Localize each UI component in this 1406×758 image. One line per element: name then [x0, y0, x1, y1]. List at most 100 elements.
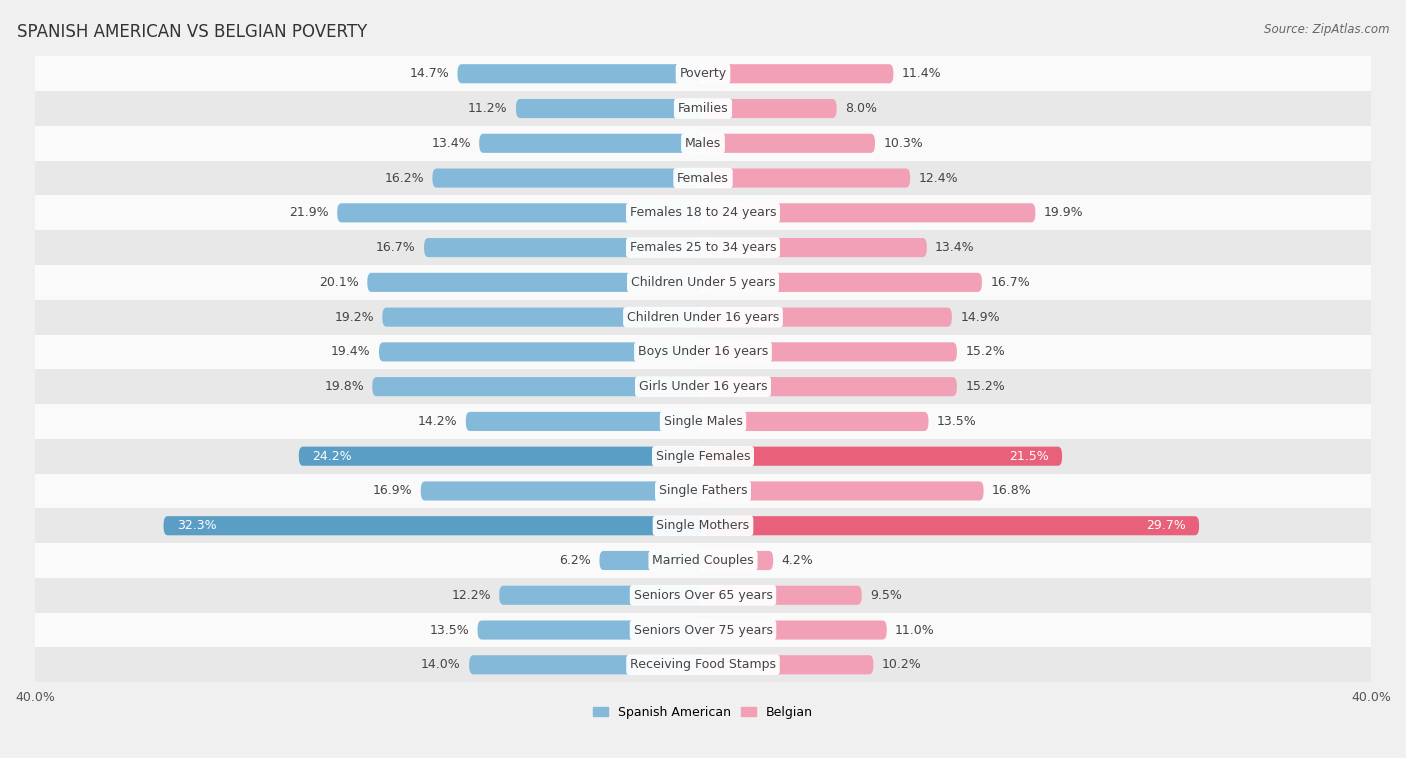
Text: 16.7%: 16.7% — [375, 241, 416, 254]
FancyBboxPatch shape — [299, 446, 703, 465]
FancyBboxPatch shape — [703, 412, 928, 431]
FancyBboxPatch shape — [499, 586, 703, 605]
FancyBboxPatch shape — [457, 64, 703, 83]
Text: 15.2%: 15.2% — [965, 346, 1005, 359]
Text: 32.3%: 32.3% — [177, 519, 217, 532]
Text: Single Fathers: Single Fathers — [659, 484, 747, 497]
Text: Children Under 16 years: Children Under 16 years — [627, 311, 779, 324]
Bar — [35, 196, 1371, 230]
Bar — [35, 543, 1371, 578]
Text: 21.5%: 21.5% — [1010, 449, 1049, 462]
Bar — [35, 334, 1371, 369]
FancyBboxPatch shape — [433, 168, 703, 188]
Text: 14.9%: 14.9% — [960, 311, 1000, 324]
FancyBboxPatch shape — [470, 655, 703, 675]
Text: 11.0%: 11.0% — [896, 624, 935, 637]
Bar — [35, 265, 1371, 299]
Text: 19.2%: 19.2% — [335, 311, 374, 324]
FancyBboxPatch shape — [703, 133, 875, 153]
Bar — [35, 474, 1371, 509]
FancyBboxPatch shape — [703, 343, 957, 362]
Bar — [35, 647, 1371, 682]
FancyBboxPatch shape — [703, 551, 773, 570]
Text: Single Mothers: Single Mothers — [657, 519, 749, 532]
Text: Children Under 5 years: Children Under 5 years — [631, 276, 775, 289]
Text: 9.5%: 9.5% — [870, 589, 901, 602]
FancyBboxPatch shape — [703, 273, 981, 292]
FancyBboxPatch shape — [703, 238, 927, 257]
FancyBboxPatch shape — [599, 551, 703, 570]
Text: 10.2%: 10.2% — [882, 658, 921, 672]
Text: 14.0%: 14.0% — [420, 658, 461, 672]
Text: 16.8%: 16.8% — [993, 484, 1032, 497]
FancyBboxPatch shape — [163, 516, 703, 535]
Text: 12.2%: 12.2% — [451, 589, 491, 602]
Text: Seniors Over 75 years: Seniors Over 75 years — [634, 624, 772, 637]
Bar — [35, 299, 1371, 334]
Text: 8.0%: 8.0% — [845, 102, 877, 115]
Bar — [35, 404, 1371, 439]
Bar — [35, 56, 1371, 91]
Bar — [35, 578, 1371, 612]
Text: 13.5%: 13.5% — [429, 624, 470, 637]
Text: 16.7%: 16.7% — [990, 276, 1031, 289]
Text: Families: Families — [678, 102, 728, 115]
Text: Girls Under 16 years: Girls Under 16 years — [638, 381, 768, 393]
Text: Receiving Food Stamps: Receiving Food Stamps — [630, 658, 776, 672]
Text: Seniors Over 65 years: Seniors Over 65 years — [634, 589, 772, 602]
FancyBboxPatch shape — [337, 203, 703, 222]
FancyBboxPatch shape — [703, 168, 910, 188]
Text: 24.2%: 24.2% — [312, 449, 352, 462]
Bar — [35, 126, 1371, 161]
FancyBboxPatch shape — [479, 133, 703, 153]
FancyBboxPatch shape — [516, 99, 703, 118]
Text: 21.9%: 21.9% — [290, 206, 329, 219]
Text: 13.4%: 13.4% — [432, 136, 471, 150]
Bar — [35, 91, 1371, 126]
Text: Females 18 to 24 years: Females 18 to 24 years — [630, 206, 776, 219]
Text: 13.5%: 13.5% — [936, 415, 977, 428]
FancyBboxPatch shape — [380, 343, 703, 362]
Text: 16.9%: 16.9% — [373, 484, 412, 497]
Legend: Spanish American, Belgian: Spanish American, Belgian — [588, 700, 818, 724]
FancyBboxPatch shape — [703, 377, 957, 396]
Text: 19.9%: 19.9% — [1043, 206, 1084, 219]
Text: 15.2%: 15.2% — [965, 381, 1005, 393]
FancyBboxPatch shape — [703, 203, 1035, 222]
FancyBboxPatch shape — [703, 64, 893, 83]
FancyBboxPatch shape — [703, 308, 952, 327]
FancyBboxPatch shape — [703, 446, 1062, 465]
FancyBboxPatch shape — [703, 586, 862, 605]
Text: 14.7%: 14.7% — [409, 67, 449, 80]
Text: Poverty: Poverty — [679, 67, 727, 80]
FancyBboxPatch shape — [703, 481, 984, 500]
Text: 12.4%: 12.4% — [918, 171, 957, 184]
FancyBboxPatch shape — [703, 99, 837, 118]
Text: Single Males: Single Males — [664, 415, 742, 428]
Bar — [35, 161, 1371, 196]
Text: 13.4%: 13.4% — [935, 241, 974, 254]
Text: 11.2%: 11.2% — [468, 102, 508, 115]
Text: 10.3%: 10.3% — [883, 136, 924, 150]
Bar — [35, 612, 1371, 647]
Text: Females 25 to 34 years: Females 25 to 34 years — [630, 241, 776, 254]
FancyBboxPatch shape — [703, 516, 1199, 535]
FancyBboxPatch shape — [425, 238, 703, 257]
Text: 19.4%: 19.4% — [330, 346, 371, 359]
Text: Single Females: Single Females — [655, 449, 751, 462]
Text: 20.1%: 20.1% — [319, 276, 359, 289]
FancyBboxPatch shape — [465, 412, 703, 431]
Text: Married Couples: Married Couples — [652, 554, 754, 567]
Bar — [35, 439, 1371, 474]
FancyBboxPatch shape — [703, 655, 873, 675]
Text: 19.8%: 19.8% — [325, 381, 364, 393]
FancyBboxPatch shape — [367, 273, 703, 292]
Text: 14.2%: 14.2% — [418, 415, 457, 428]
Bar — [35, 369, 1371, 404]
Text: Females: Females — [678, 171, 728, 184]
Text: SPANISH AMERICAN VS BELGIAN POVERTY: SPANISH AMERICAN VS BELGIAN POVERTY — [17, 23, 367, 41]
FancyBboxPatch shape — [703, 621, 887, 640]
Text: 11.4%: 11.4% — [901, 67, 942, 80]
Text: 6.2%: 6.2% — [560, 554, 591, 567]
Bar — [35, 509, 1371, 543]
